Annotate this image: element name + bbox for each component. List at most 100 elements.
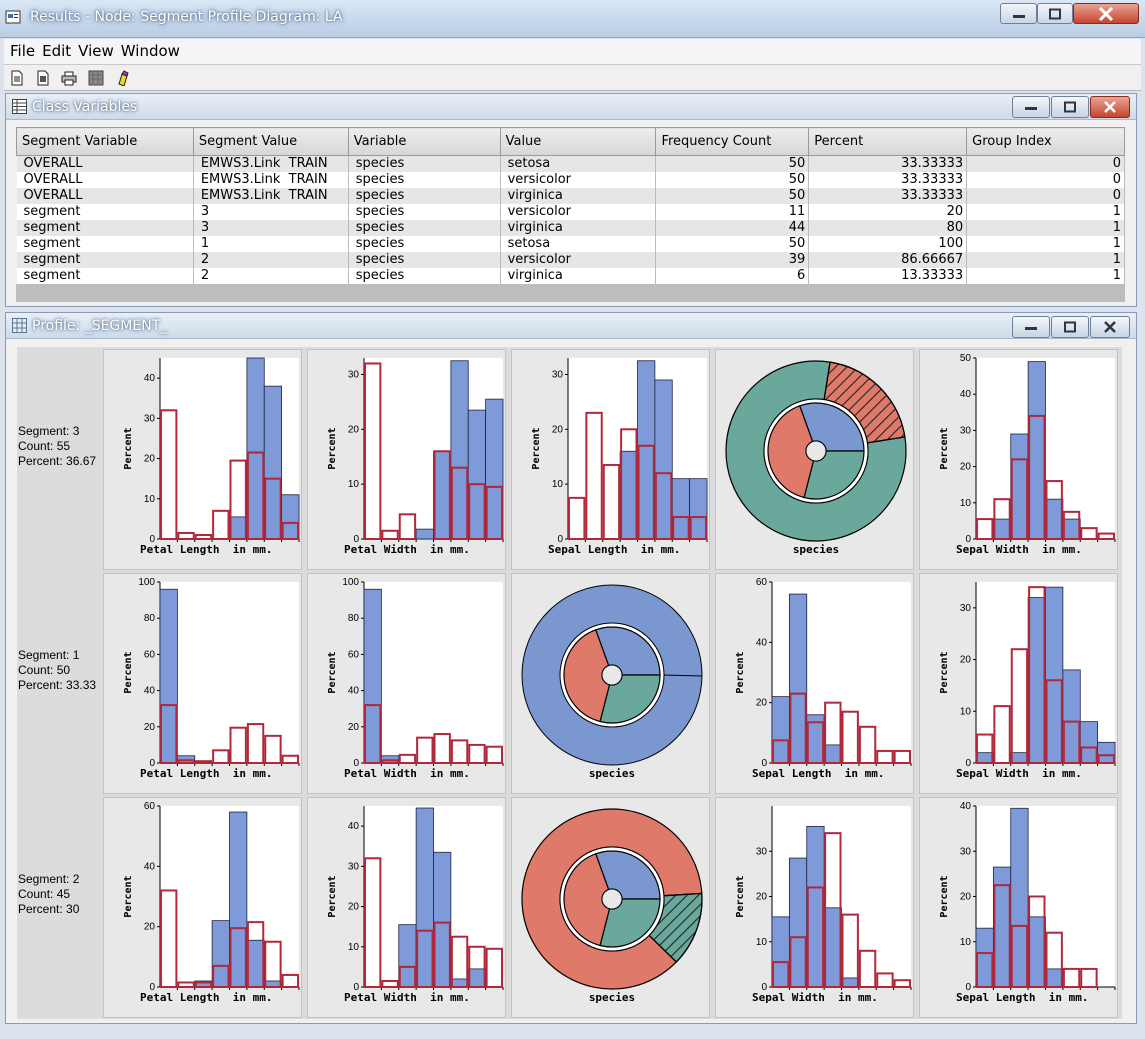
y-tick-label: 0 (965, 534, 971, 545)
segment-bar (1010, 752, 1029, 764)
table-cell: OVERALL (16, 172, 194, 188)
overall-bar (264, 940, 282, 988)
profile-close-button[interactable] (1090, 316, 1130, 338)
y-axis-label: Percent (735, 651, 746, 693)
table-cell: 80 (808, 220, 968, 236)
minimize-icon (1012, 14, 1025, 18)
table-cell: 33.33333 (808, 172, 968, 188)
column-header[interactable]: Value (499, 127, 657, 156)
menu-file[interactable]: File (10, 42, 36, 60)
x-axis-label: Petal Width in mm. (344, 767, 470, 780)
open-icon[interactable] (35, 70, 51, 86)
menu-window[interactable]: Window (120, 42, 180, 60)
class-variables-titlebar[interactable]: Class Variables (6, 94, 1136, 120)
column-header[interactable]: Variable (347, 127, 501, 156)
overall-bar (637, 444, 655, 540)
table-row[interactable]: segment 2 species versicolor 39 86.66667 1 (16, 252, 1125, 268)
column-header[interactable]: Group Index (966, 127, 1125, 156)
chart-svg: species (725, 360, 907, 556)
overall-bar (485, 947, 503, 989)
pie-chart-cell[interactable]: species (511, 573, 710, 794)
y-tick-label: 10 (960, 498, 972, 509)
column-header[interactable]: Segment Value (192, 127, 349, 156)
segment-bar (246, 357, 265, 540)
column-header[interactable]: Segment Variable (16, 127, 194, 156)
y-axis-label: Percent (327, 651, 338, 693)
segment-bar (1097, 741, 1116, 764)
histogram-cell[interactable]: 0 20 40 60 80 100 Percent Petal Width in mm. (307, 573, 506, 794)
histogram-cell[interactable]: 0 10 20 30 Percent Sepal Length in mm. (511, 349, 710, 570)
overall-bar (194, 760, 213, 765)
segment-bar (771, 696, 790, 764)
histogram-cell[interactable]: 0 10 20 30 Percent Petal Width in mm. (307, 349, 506, 570)
segment-bar (1045, 498, 1064, 540)
y-tick-label: 80 (348, 613, 360, 624)
table-row[interactable]: segment 3 species versicolor 11 20 1 (16, 204, 1125, 220)
segment-2-label: Segment: 2 Count: 45 Percent: 30 (18, 872, 104, 917)
overall-bar (485, 485, 503, 540)
table-cell: segment (16, 236, 194, 252)
print-icon[interactable] (61, 70, 77, 86)
highlight-icon[interactable] (115, 70, 131, 86)
profile-titlebar[interactable]: Profile: _SEGMENT_ (6, 313, 1136, 339)
table-row[interactable]: OVERALL EMWS3.Link TRAIN species versicolor… (16, 172, 1125, 188)
profile-minimize-button[interactable] (1012, 316, 1050, 338)
close-button[interactable] (1073, 3, 1139, 24)
table-row[interactable]: segment 1 species setosa 50 100 1 (16, 236, 1125, 252)
overall-bar (160, 409, 178, 540)
column-header[interactable]: Percent (808, 127, 968, 156)
maximize-button[interactable] (1037, 3, 1073, 24)
histogram-cell[interactable]: 0 10 20 30 40 Percent Petal Length in mm. (103, 349, 302, 570)
table-cell: 1 (966, 236, 1125, 252)
table-cell: 44 (655, 220, 810, 236)
table-cell: virginica (500, 220, 657, 236)
overall-bar (806, 886, 825, 988)
inner-minimize-button[interactable] (1012, 96, 1050, 118)
table-row[interactable]: OVERALL EMWS3.Link TRAIN species virginica 5… (16, 188, 1125, 204)
overall-bar (468, 483, 486, 541)
pie-chart-cell[interactable]: species (715, 349, 914, 570)
minimize-icon (1025, 327, 1037, 330)
column-header[interactable]: Frequency Count (655, 127, 810, 156)
inner-maximize-button[interactable] (1051, 96, 1089, 118)
histogram-cell[interactable]: 0 10 20 30 40 Percent Sepal Length in mm. (919, 797, 1118, 1018)
segment-bar (485, 398, 504, 540)
table-row[interactable]: OVERALL EMWS3.Link TRAIN species setosa 50 33… (16, 155, 1125, 172)
histogram-cell[interactable]: 0 20 40 60 Percent Sepal Length in mm. (715, 573, 914, 794)
segment-bar (1027, 361, 1046, 540)
y-tick-label: 50 (960, 353, 972, 364)
menu-edit[interactable]: Edit (42, 42, 72, 60)
segment-1-label: Segment: 1 Count: 50 Percent: 33.33 (18, 648, 104, 693)
chart-svg: 0 20 40 60 80 100 Percent Petal Width in mm. (327, 577, 504, 780)
profile-maximize-button[interactable] (1051, 316, 1089, 338)
chart-svg: species (521, 584, 703, 780)
table-cell: 13.33333 (808, 268, 968, 284)
histogram-cell[interactable]: 0 10 20 30 Percent Sepal Width in mm. (715, 797, 914, 1018)
pie-chart-cell[interactable]: species (511, 797, 710, 1018)
table-cell: 1 (966, 252, 1125, 268)
segment-bar (415, 528, 434, 540)
histogram-cell[interactable]: 0 10 20 30 Percent Sepal Width in mm. (919, 573, 1118, 794)
y-tick-label: 40 (144, 861, 156, 872)
minimize-button[interactable] (1000, 3, 1037, 24)
x-axis-label: Petal Width in mm. (344, 543, 470, 556)
y-tick-label: 30 (348, 369, 360, 380)
window-titlebar[interactable]: Results - Node: Segment Profile Diagram:… (0, 0, 1145, 38)
y-tick-label: 30 (960, 425, 972, 436)
new-icon[interactable] (9, 70, 25, 86)
grid-icon[interactable] (88, 70, 104, 86)
close-icon (1098, 6, 1114, 21)
table-row[interactable]: segment 2 species virginica 6 13.33333 1 (16, 268, 1125, 284)
inner-close-button[interactable] (1090, 96, 1130, 118)
x-axis-label: Sepal Width in mm. (956, 767, 1082, 780)
center-hole (805, 440, 827, 462)
histogram-cell[interactable]: 0 10 20 30 40 Percent Petal Width in mm. (307, 797, 506, 1018)
table-row[interactable]: segment 3 species virginica 44 80 1 (16, 220, 1125, 236)
close-icon (1104, 321, 1116, 333)
histogram-cell[interactable]: 0 10 20 30 40 50 Percent Sepal Width in mm. (919, 349, 1118, 570)
segment-bar (450, 978, 469, 988)
histogram-cell[interactable]: 0 20 40 60 80 100 Percent Petal Length in mm. (103, 573, 302, 794)
histogram-cell[interactable]: 0 20 40 60 Percent Petal Length in mm. (103, 797, 302, 1018)
menu-view[interactable]: View (78, 42, 114, 60)
